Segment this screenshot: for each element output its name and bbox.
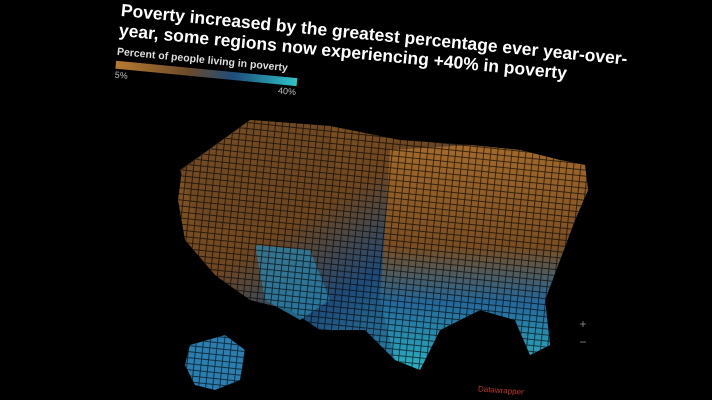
county-borders <box>178 120 588 370</box>
legend-min: 5% <box>114 69 129 81</box>
legend-max: 40% <box>277 85 297 98</box>
contiguous-us <box>178 120 588 370</box>
alaska <box>185 335 245 390</box>
zoom-in[interactable]: + <box>579 317 587 331</box>
alaska-borders <box>185 335 245 390</box>
zoom-out[interactable]: − <box>579 335 587 349</box>
